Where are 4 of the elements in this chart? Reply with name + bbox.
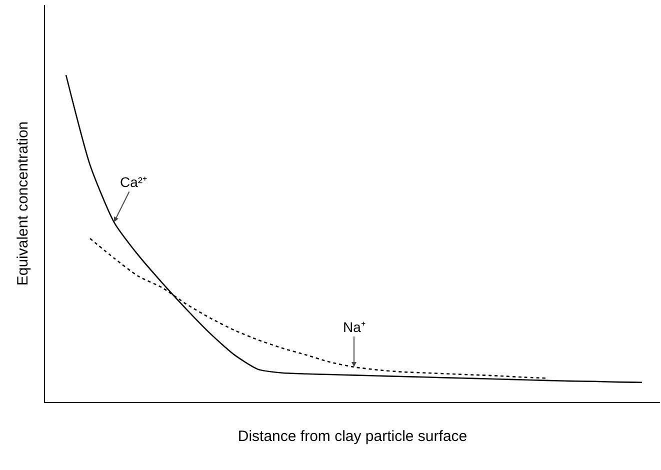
- y-axis-title: Equivalent concentration: [14, 121, 32, 286]
- x-axis-title: Distance from clay particle surface: [238, 428, 468, 445]
- text: Na⁺: [343, 319, 366, 335]
- series-label: Ca²⁺: [120, 174, 148, 190]
